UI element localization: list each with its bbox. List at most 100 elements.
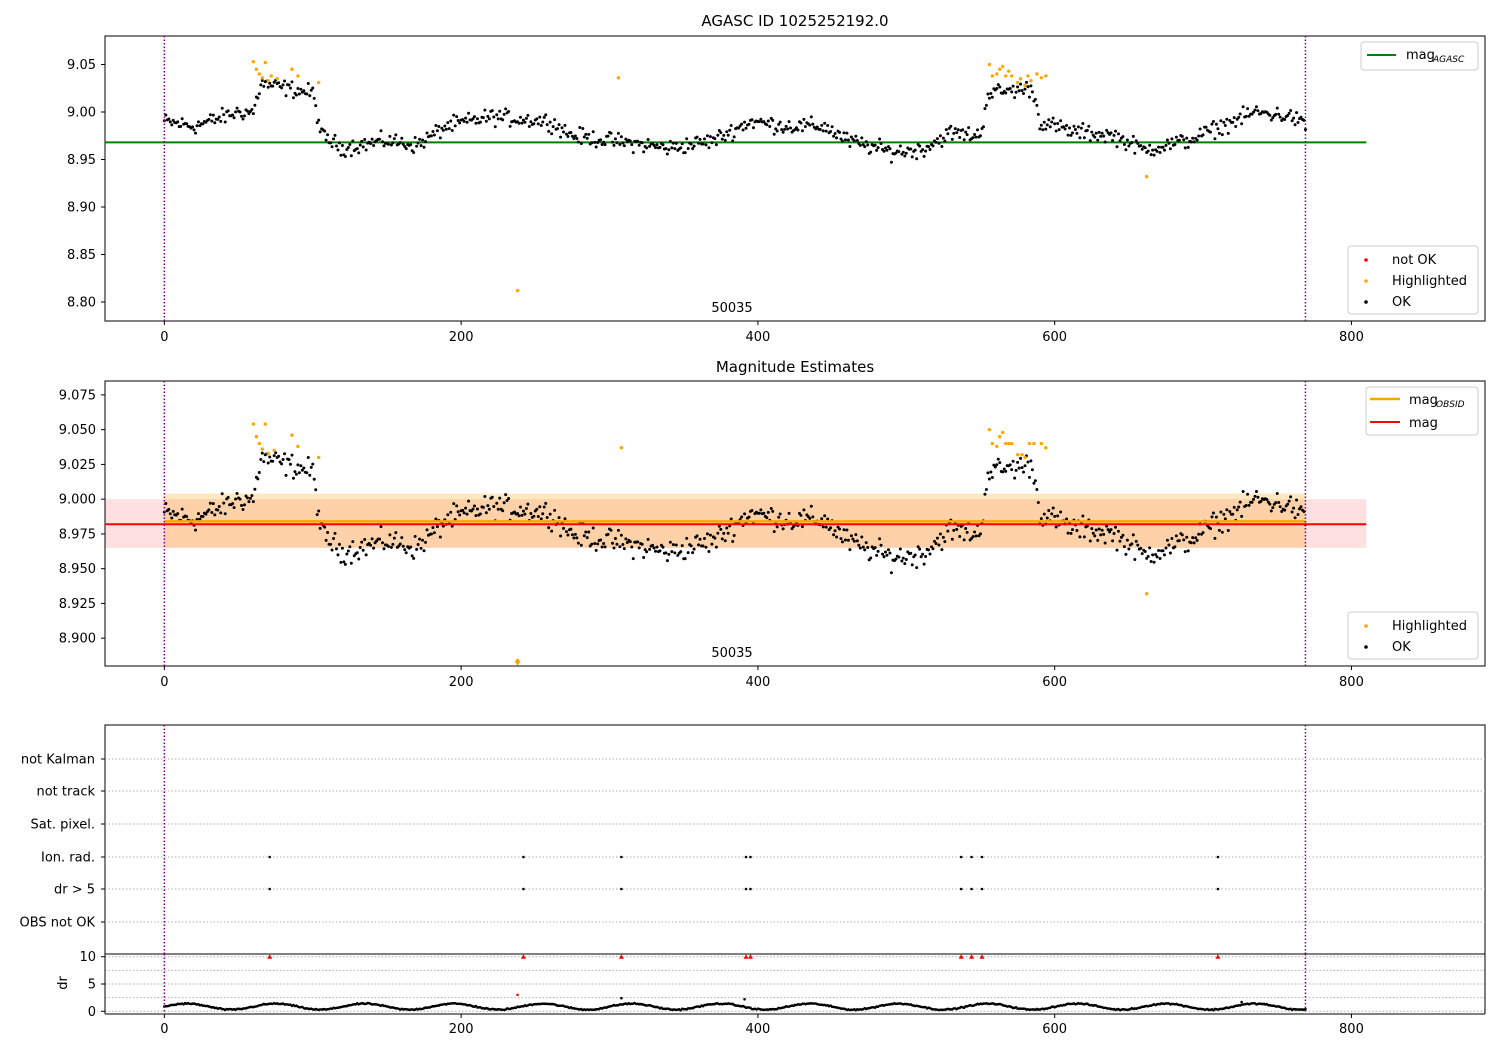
ok-point [392,137,396,141]
ok-point [363,537,367,541]
ok-point [401,544,405,548]
category-label: dr > 5 [54,883,95,898]
ok-point [268,81,272,85]
ok-point [974,135,978,139]
ok-point [952,528,956,532]
ok-point [302,466,306,470]
ok-point [364,148,368,152]
ok-point [575,136,579,140]
ok-point [615,141,619,145]
ok-point [299,464,303,468]
ok-point [637,143,641,147]
ok-point [962,138,966,142]
ok-point [409,545,413,549]
ok-point [472,504,476,508]
ok-point [778,120,782,124]
ok-point [317,509,321,513]
flag-point [1216,887,1220,891]
ok-point [984,487,988,491]
ok-point [361,145,365,149]
ok-point [1105,524,1109,528]
ok-point [941,136,945,140]
legend-mag-panel2: mag OBSID mag [1365,386,1479,436]
ok-point [1088,139,1092,143]
ok-point [332,137,336,141]
ok-point [1051,506,1055,510]
ok-point [710,542,714,546]
ok-point [938,134,942,138]
ok-point [564,132,568,136]
ok-point [654,146,658,150]
ok-point [698,137,702,141]
ok-point [516,511,520,515]
ok-point [201,515,205,519]
highlighted-point [296,74,300,78]
ok-point [250,108,254,112]
dr-spike-point [620,996,623,1000]
ok-point [262,460,266,464]
ok-point [557,123,561,127]
ok-point [496,507,500,511]
ok-point [680,142,684,146]
ok-point [1173,545,1177,549]
ok-point [287,458,291,462]
ok-point [826,124,830,128]
ok-point [894,557,898,561]
ok-point [355,551,359,555]
ok-point [348,545,352,549]
ok-point [830,125,834,129]
dr-not-ok-marker [958,954,964,959]
ok-point [1299,505,1303,509]
ok-point [654,549,658,553]
ok-point [612,143,616,147]
ok-point [602,541,606,545]
ok-point [1146,554,1150,558]
ok-point [245,496,249,500]
ok-point [1210,515,1214,519]
ok-point [1238,500,1242,504]
ok-point [1013,476,1017,480]
ok-point [946,132,950,136]
ok-point [944,128,948,132]
ok-point [1087,124,1091,128]
ok-point [861,545,865,549]
flag-point [980,855,984,859]
ok-point [646,537,650,541]
y-tick-label: 8.90 [67,201,96,216]
ok-point [1114,525,1118,529]
ok-point [536,515,540,519]
ok-point [618,545,622,549]
ok-point [336,148,340,152]
ok-point [471,117,475,121]
ok-point [978,134,982,138]
panel-magnitude-estimates: 8.900 8.925 8.950 8.975 9.000 9.025 9.050 9.075… [59,380,1486,690]
ok-point [434,124,438,128]
ok-point [271,84,275,88]
ok-point [431,129,435,133]
ok-point [821,129,825,133]
ok-point [241,117,245,121]
ok-point [287,83,291,87]
highlighted-point [1044,74,1048,78]
ok-point [832,533,836,537]
ok-point [1201,531,1205,535]
ok-point [398,141,402,145]
ok-point [582,135,586,139]
ok-point [1192,140,1196,144]
ok-point [671,141,675,145]
ok-point [351,139,355,143]
ok-point [547,129,551,133]
ok-point [655,545,659,549]
ok-point [1076,125,1080,129]
ok-point [1039,123,1043,127]
ok-point [458,121,462,125]
ok-point [931,144,935,148]
ok-point [652,546,656,550]
ok-point [884,146,888,150]
ok-point [1054,129,1058,133]
highlighted-point [1006,441,1011,446]
ok-point [1068,126,1072,130]
highlighted-point [998,434,1002,439]
highlighted-point [254,434,259,439]
ok-point [342,560,346,564]
